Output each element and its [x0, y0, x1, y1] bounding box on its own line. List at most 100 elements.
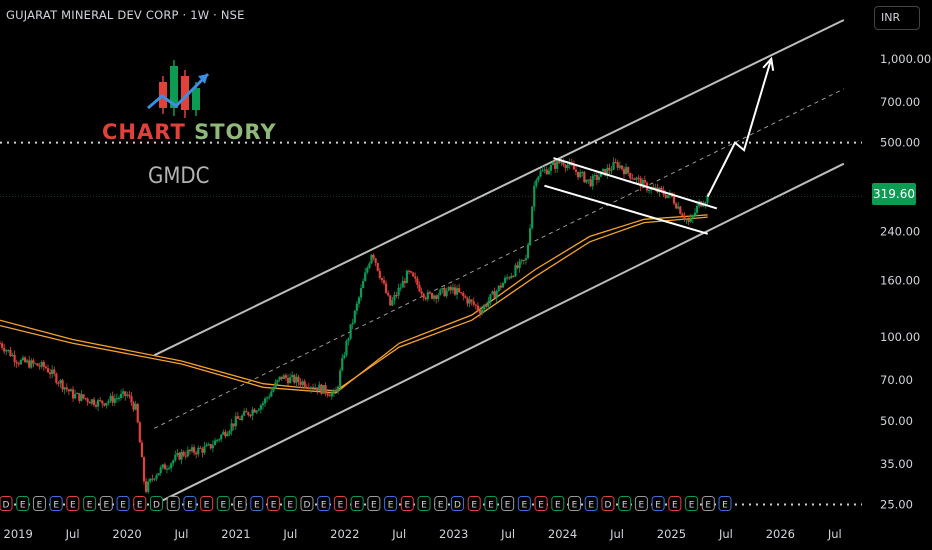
- candle-body-254: [528, 228, 532, 246]
- event-marker-label-29: E: [488, 501, 494, 511]
- candle-body-209: [435, 295, 438, 299]
- x-tick-10: 2024: [548, 527, 577, 541]
- candle-body-255: [531, 206, 534, 229]
- candle-body-62: [128, 394, 131, 397]
- event-marker-15: [250, 496, 264, 512]
- candle-body-236: [491, 291, 494, 295]
- candle-body-187: [389, 295, 392, 306]
- candle-body-106: [220, 434, 223, 440]
- candle-body-154: [320, 384, 323, 394]
- candle-body-147: [305, 386, 308, 388]
- event-marker-label-22: E: [371, 501, 377, 511]
- x-tick-14: 2026: [766, 527, 795, 541]
- candle-body-326: [679, 206, 682, 214]
- candle-body-197: [410, 271, 413, 273]
- event-marker-label-42: E: [705, 501, 711, 511]
- candle-body-28: [57, 382, 60, 384]
- candle-body-226: [470, 299, 473, 302]
- y-tick-500: 500.00: [880, 136, 920, 150]
- trend-channel: [153, 19, 845, 506]
- candle-body-133: [276, 379, 279, 383]
- candle-body-50: [103, 403, 106, 406]
- candle-body-277: [576, 171, 580, 178]
- candle-body-47: [96, 400, 100, 407]
- candle-body-279: [581, 171, 584, 173]
- candle-body-166: [345, 340, 348, 356]
- candle-body-267: [556, 160, 559, 169]
- candle-body-286: [595, 175, 598, 180]
- candle-body-239: [497, 285, 500, 291]
- candle-body-227: [472, 301, 475, 305]
- candle-body-232: [483, 304, 486, 310]
- candle-body-182: [378, 270, 381, 278]
- candle-body-56: [115, 398, 118, 400]
- candle-body-92: [190, 447, 194, 452]
- candle-body-311: [647, 189, 651, 191]
- event-marker-label-35: E: [588, 501, 594, 511]
- candle-body-184: [382, 280, 386, 284]
- event-marker-19: [317, 496, 331, 512]
- channel-upper-line: [153, 19, 845, 357]
- event-marker-23: [384, 496, 398, 512]
- candle-body-245: [510, 275, 513, 279]
- candle-body-160: [332, 389, 336, 393]
- event-marker-label-17: E: [287, 501, 293, 511]
- candle-body-185: [384, 283, 388, 293]
- candle-body-140: [291, 375, 294, 378]
- candle-body-173: [359, 288, 363, 298]
- event-marker-label-28: E: [471, 501, 477, 511]
- candle-body-163: [339, 370, 342, 387]
- candle-body-19: [38, 365, 41, 367]
- logo-text-chart: CHART: [102, 120, 195, 144]
- candle-body-266: [554, 162, 557, 169]
- event-marker-8: [133, 496, 147, 512]
- moving-average-1: [0, 214, 708, 394]
- candle-body-52: [107, 400, 110, 403]
- candle-body-252: [524, 258, 528, 261]
- event-marker-label-1: E: [20, 501, 26, 511]
- candle-body-159: [330, 392, 333, 397]
- projection-arrow-head: [762, 56, 775, 71]
- candle-body-297: [618, 165, 621, 168]
- candle-body-135: [280, 376, 283, 379]
- candle-body-26: [53, 369, 56, 374]
- candle-body-8: [15, 362, 18, 364]
- x-tick-7: Jul: [391, 527, 406, 541]
- candle-body-332: [691, 215, 694, 219]
- event-marker-label-12: E: [204, 501, 210, 511]
- candle-body-94: [195, 452, 198, 455]
- candle-body-33: [67, 389, 70, 392]
- candle-body-170: [353, 310, 356, 323]
- candle-body-99: [205, 444, 208, 447]
- candle-body-32: [65, 387, 68, 390]
- candle-body-238: [495, 290, 498, 299]
- event-marker-27: [450, 496, 464, 512]
- projection-arrow: [706, 56, 775, 197]
- y-axis: 1,000.00 700.00 500.00 240.00 160.00 100.00 70…: [880, 52, 931, 512]
- event-marker-label-39: E: [655, 501, 661, 511]
- candle-body-235: [489, 294, 492, 302]
- candle-body-325: [677, 206, 680, 209]
- candle-body-118: [245, 411, 248, 413]
- currency-selector[interactable]: INR: [874, 6, 920, 30]
- candle-body-1: [0, 343, 4, 348]
- event-marker-4: [66, 496, 80, 512]
- candle-body-27: [55, 373, 58, 383]
- candle-body-204: [424, 297, 427, 300]
- event-marker-0: [0, 496, 13, 512]
- candle-body-55: [113, 398, 116, 403]
- event-marker-42: [701, 496, 715, 512]
- event-marker-label-30: E: [505, 501, 511, 511]
- candle-body-212: [441, 288, 444, 290]
- candle-body-222: [462, 292, 465, 297]
- event-marker-label-43: E: [722, 501, 728, 511]
- event-marker-35: [584, 496, 598, 512]
- event-marker-10: [166, 496, 180, 512]
- candle-body-338: [704, 202, 707, 205]
- logo-arrow-icon: [147, 72, 210, 110]
- candle-body-14: [28, 360, 31, 368]
- candle-body-151: [314, 387, 317, 389]
- event-marker-label-26: E: [438, 501, 444, 511]
- candle-body-219: [455, 288, 459, 295]
